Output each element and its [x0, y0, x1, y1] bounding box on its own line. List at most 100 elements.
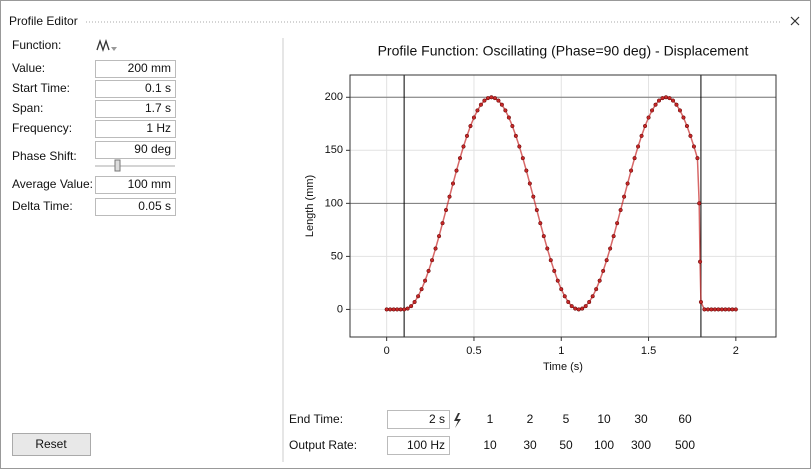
field-label: Phase Shift:	[12, 149, 77, 163]
reset-button[interactable]	[12, 433, 91, 456]
data-point	[454, 168, 459, 173]
data-point	[629, 168, 634, 173]
data-point	[695, 156, 700, 161]
field-input[interactable]	[95, 120, 176, 138]
field-value: 1 Hz	[146, 121, 171, 135]
data-point	[527, 181, 532, 186]
data-point	[660, 96, 665, 101]
rate-option[interactable]: 50	[559, 438, 573, 452]
data-point	[395, 307, 400, 312]
row-label: Output Rate:	[289, 438, 357, 452]
rate-option[interactable]: 10	[483, 438, 497, 452]
rate-option[interactable]: 5	[563, 412, 570, 426]
data-point	[590, 294, 595, 299]
rate-option[interactable]: 30	[523, 438, 537, 452]
field-label: Frequency:	[12, 121, 72, 135]
data-point	[433, 246, 438, 251]
data-point	[464, 133, 470, 138]
field-input[interactable]	[95, 60, 176, 78]
data-point	[443, 207, 449, 213]
field-value: 1.7 s	[145, 101, 171, 115]
data-point	[691, 144, 696, 149]
rate-option[interactable]: 30	[634, 412, 648, 426]
rate-option[interactable]: 500	[675, 438, 695, 452]
rate-option[interactable]: 1	[487, 412, 494, 426]
data-point	[709, 307, 714, 312]
y-tick-label: 100	[325, 197, 343, 209]
data-point	[405, 306, 410, 311]
data-point	[503, 108, 508, 113]
rate-option[interactable]: 10	[597, 412, 611, 426]
row-value: 2 s	[429, 412, 445, 426]
data-point	[531, 194, 536, 199]
data-point	[674, 102, 679, 107]
data-point	[440, 221, 445, 226]
close-button[interactable]	[790, 16, 800, 26]
data-point	[510, 123, 515, 129]
field-input[interactable]	[95, 100, 176, 118]
data-point	[716, 307, 721, 312]
data-point	[545, 246, 550, 251]
rate-option[interactable]: 100	[594, 438, 614, 452]
field-value: 0.05 s	[138, 199, 171, 213]
field-label: Function:	[12, 38, 61, 52]
data-point	[520, 156, 525, 161]
y-axis-label: Length (mm)	[304, 175, 316, 237]
data-point	[482, 98, 487, 103]
rate-option[interactable]: 60	[678, 412, 692, 426]
reset-label: Reset	[35, 437, 67, 451]
data-point	[541, 234, 546, 239]
data-point	[524, 168, 529, 173]
data-point	[555, 278, 560, 283]
data-point	[667, 96, 672, 101]
data-point	[423, 278, 428, 283]
data-point	[625, 181, 630, 186]
field-input[interactable]	[95, 80, 176, 98]
data-point	[618, 207, 623, 213]
rate-option[interactable]: 2	[527, 412, 534, 426]
row-input[interactable]	[387, 436, 450, 455]
field-label: Delta Time:	[12, 199, 73, 213]
field-input[interactable]	[95, 198, 176, 216]
data-point	[597, 278, 602, 283]
y-tick-label: 200	[325, 91, 343, 103]
data-point	[496, 98, 501, 103]
rate-option[interactable]: 300	[631, 438, 651, 452]
y-tick-label: 0	[337, 303, 343, 315]
field-label: Average Value:	[12, 177, 93, 191]
data-point	[566, 299, 571, 305]
data-point	[636, 144, 641, 149]
data-point	[468, 123, 473, 129]
function-dropdown[interactable]	[111, 47, 117, 51]
data-point	[653, 102, 658, 107]
window-title: Profile Editor	[9, 14, 78, 28]
function-icon[interactable]	[96, 38, 110, 53]
data-point	[478, 102, 483, 107]
data-point	[608, 246, 613, 251]
x-tick-label: 1	[558, 345, 564, 357]
data-point	[656, 98, 662, 103]
phase-slider-thumb[interactable]	[114, 159, 121, 172]
data-point	[611, 234, 616, 239]
lightning-icon[interactable]	[454, 413, 461, 428]
data-point	[485, 96, 490, 101]
data-point	[730, 307, 735, 312]
data-point	[419, 287, 424, 292]
data-point	[601, 268, 606, 273]
data-point	[604, 258, 609, 263]
field-input[interactable]	[95, 141, 176, 159]
row-input[interactable]	[387, 410, 450, 429]
data-point	[409, 304, 414, 309]
data-point	[697, 201, 702, 206]
data-point	[398, 307, 403, 312]
field-value: 90 deg	[134, 142, 171, 156]
field-input[interactable]	[95, 176, 176, 194]
data-point	[583, 304, 588, 309]
data-point	[622, 194, 627, 199]
data-point	[670, 98, 676, 103]
data-point	[573, 306, 578, 311]
field-label: Value:	[12, 61, 45, 75]
data-point	[426, 268, 431, 273]
y-tick-label: 150	[325, 144, 343, 156]
